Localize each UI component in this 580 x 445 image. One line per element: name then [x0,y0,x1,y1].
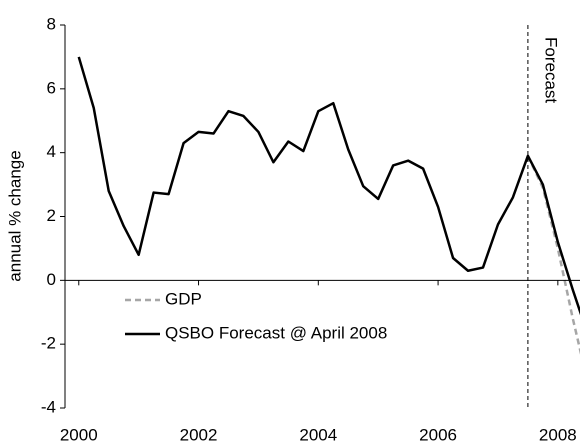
x-tick-label: 2006 [419,425,457,444]
legend-label: QSBO Forecast @ April 2008 [165,323,387,342]
forecast-label: Forecast [541,37,560,103]
x-tick-label: 2002 [180,425,218,444]
y-tick-label: 8 [47,14,56,33]
series-line [526,155,580,355]
y-tick-label: 2 [47,206,56,225]
y-tick-label: 6 [47,78,56,97]
y-tick-label: 0 [47,270,56,289]
plot-area [77,56,580,355]
x-tick-label: 2000 [60,425,98,444]
y-tick-label: 4 [47,142,56,161]
y-tick-label: -2 [41,334,56,353]
y-axis-label: annual % change [5,150,24,281]
y-tick-label: -4 [41,397,56,416]
series-line [77,56,580,316]
x-tick-label: 2008 [539,425,577,444]
x-tick-label: 2004 [299,425,337,444]
legend-label: GDP [165,289,202,308]
